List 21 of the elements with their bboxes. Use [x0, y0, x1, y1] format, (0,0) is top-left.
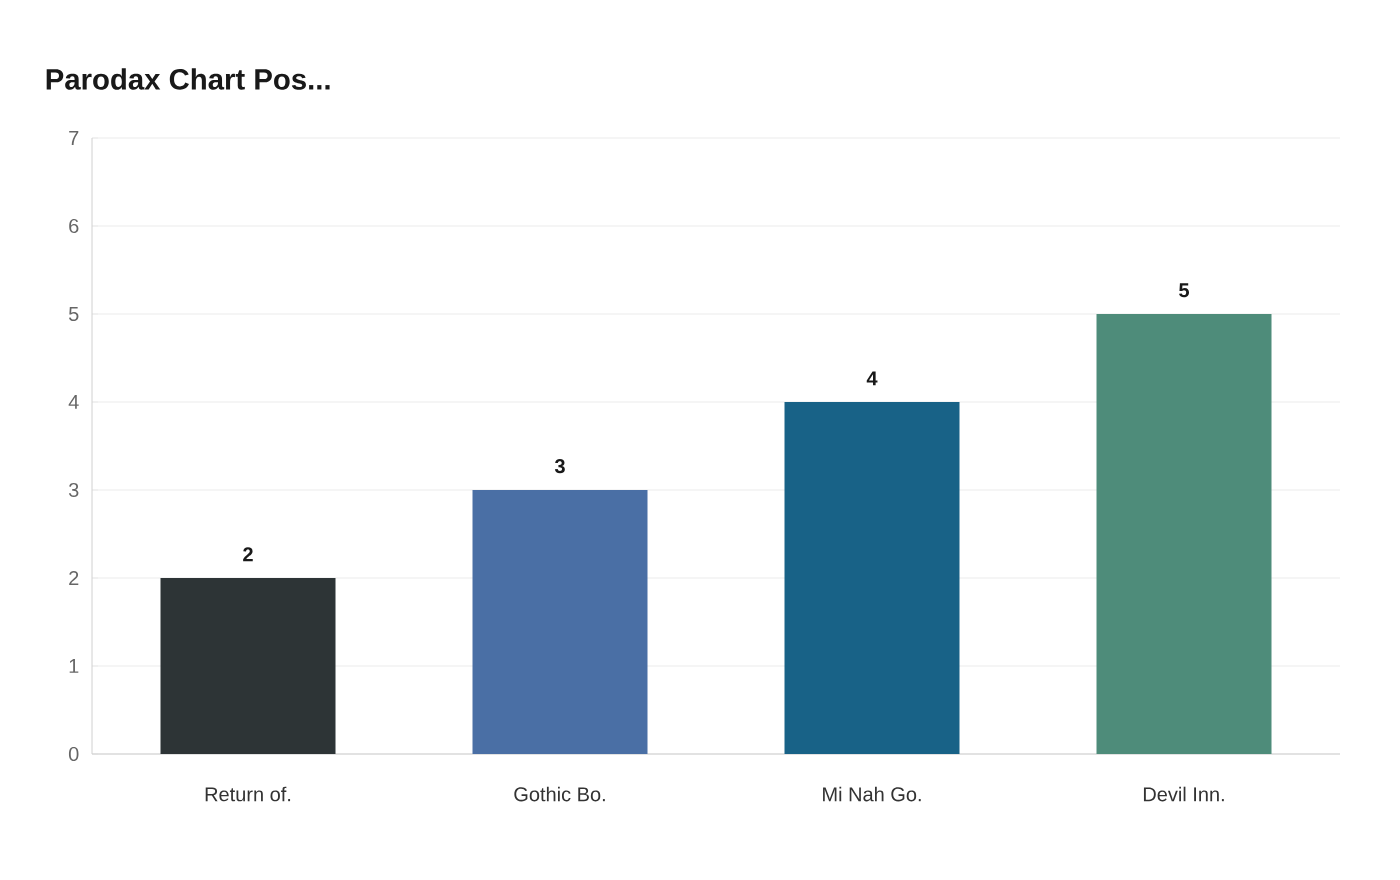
x-tick-label: Gothic Bo. — [514, 786, 605, 802]
x-tick-label: Return of. — [205, 786, 291, 802]
y-tick-label: 7 — [69, 131, 79, 145]
y-tick-label: 0 — [68, 746, 79, 762]
y-tick-label: 3 — [68, 482, 79, 498]
data-label: 2 — [243, 547, 253, 562]
y-tick-label: 6 — [69, 218, 79, 234]
y-tick-label: 2 — [69, 571, 79, 585]
bar — [784, 401, 960, 754]
data-label: 3 — [554, 459, 565, 474]
y-tick-label: 1 — [69, 659, 79, 673]
data-label: 4 — [866, 371, 878, 386]
bar — [160, 577, 336, 754]
data-label: 5 — [1179, 283, 1189, 298]
chart-title: Parodax Chart Pos... — [46, 68, 330, 90]
bar — [1096, 313, 1272, 754]
y-tick-label: 4 — [68, 395, 79, 409]
x-tick-label: Devil Inn. — [1143, 786, 1224, 802]
y-tick-label: 5 — [68, 307, 79, 321]
x-tick-label: Mi Nah Go. — [823, 786, 921, 802]
bar — [472, 489, 648, 754]
